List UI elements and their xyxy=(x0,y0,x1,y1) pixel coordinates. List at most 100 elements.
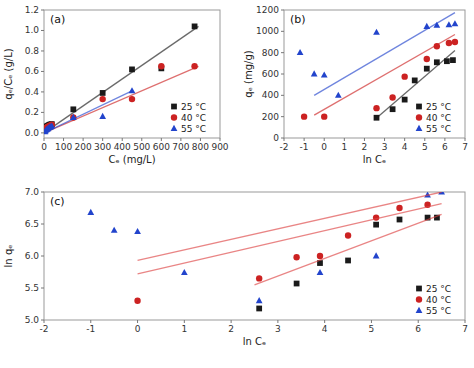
x-tick xyxy=(63,138,64,141)
y-tick-label: 6.5 xyxy=(25,219,39,229)
point xyxy=(294,281,300,287)
fit-line xyxy=(44,91,132,133)
plot-area xyxy=(87,192,445,311)
x-tick-label: 6 xyxy=(415,324,421,334)
x-tick-label: 900 xyxy=(211,142,228,152)
x-tick-label: -2 xyxy=(280,142,289,152)
x-tick xyxy=(324,320,325,323)
y-tick-label: 0.6 xyxy=(25,66,40,76)
y-tick-label: 0.0 xyxy=(25,128,40,138)
y-tick-label: 200 xyxy=(262,112,279,122)
point xyxy=(134,228,141,234)
x-tick-label: 0 xyxy=(135,324,141,334)
panel-label: (b) xyxy=(290,13,306,26)
panel: -2-101234567020040060080010001200ln Cₑqₑ… xyxy=(243,5,468,165)
point xyxy=(317,269,324,275)
x-tick xyxy=(344,138,345,141)
y-tick-label: 1200 xyxy=(256,5,279,15)
y-tick-label: 6.0 xyxy=(25,251,40,261)
legend-label: 55 °C xyxy=(426,124,451,134)
x-axis-label: ln Cₑ xyxy=(243,336,266,347)
point xyxy=(317,253,323,259)
x-tick xyxy=(465,320,466,323)
y-tick xyxy=(41,91,44,92)
x-tick-label: 2 xyxy=(228,324,234,334)
y-axis-label: qₑ/Cₑ (g/L) xyxy=(3,48,14,99)
point xyxy=(301,113,307,119)
x-tick-label: 7 xyxy=(462,324,468,334)
scatter-series xyxy=(87,192,445,303)
x-tick-label: 6 xyxy=(442,142,448,152)
point xyxy=(87,209,94,215)
point xyxy=(297,49,304,55)
scatter-series xyxy=(297,20,459,98)
y-tick xyxy=(41,256,44,257)
y-tick-label: 400 xyxy=(262,90,279,100)
panel-label: (a) xyxy=(50,13,65,26)
x-tick-label: 3 xyxy=(275,324,281,334)
scatter-series xyxy=(374,57,456,120)
fit-line xyxy=(44,26,198,132)
x-tick-label: 1 xyxy=(181,324,187,334)
point xyxy=(111,227,118,233)
legend: 25 °C40 °C55 °C xyxy=(416,102,451,134)
x-tick xyxy=(324,138,325,141)
x-tick-label: 0 xyxy=(41,142,47,152)
x-tick xyxy=(371,320,372,323)
scatter-series xyxy=(301,39,458,120)
plot-frame xyxy=(44,192,465,320)
y-tick xyxy=(41,10,44,11)
y-tick xyxy=(41,132,44,133)
y-axis-label: qₑ (mg/g) xyxy=(243,50,254,97)
x-tick xyxy=(231,320,232,323)
point xyxy=(311,70,318,76)
legend-label: 25 °C xyxy=(181,102,206,112)
x-tick-label: 0 xyxy=(321,142,327,152)
plot-area xyxy=(44,24,198,135)
fit-line xyxy=(138,192,442,260)
y-tick xyxy=(281,138,284,139)
x-tick xyxy=(102,138,103,141)
y-tick xyxy=(41,320,44,321)
point xyxy=(293,254,299,260)
x-tick xyxy=(304,138,305,141)
point xyxy=(401,73,407,79)
legend-marker xyxy=(416,125,423,131)
x-tick xyxy=(384,138,385,141)
point xyxy=(181,269,188,275)
x-tick xyxy=(220,138,221,141)
x-tick-label: 600 xyxy=(153,142,170,152)
point xyxy=(158,63,164,69)
point xyxy=(335,92,342,98)
point xyxy=(402,97,408,103)
x-tick xyxy=(83,138,84,141)
point xyxy=(256,297,263,303)
legend-marker xyxy=(416,286,422,292)
x-tick-label: 200 xyxy=(75,142,92,152)
x-tick-label: 300 xyxy=(94,142,111,152)
y-tick xyxy=(281,31,284,32)
y-tick xyxy=(281,52,284,53)
point xyxy=(373,29,380,35)
y-tick xyxy=(41,112,44,113)
scatter-series xyxy=(44,87,135,134)
point xyxy=(396,205,402,211)
point xyxy=(345,232,351,238)
x-tick-label: 2 xyxy=(362,142,368,152)
x-tick xyxy=(161,138,162,141)
legend-label: 40 °C xyxy=(181,113,206,123)
x-tick xyxy=(184,320,185,323)
point xyxy=(373,252,380,258)
x-axis-label: Cₑ (mg/L) xyxy=(108,154,155,165)
legend-marker xyxy=(171,125,178,131)
point xyxy=(412,78,418,84)
x-tick xyxy=(90,320,91,323)
x-tick xyxy=(200,138,201,141)
scatter-series xyxy=(44,63,198,132)
x-tick-label: 700 xyxy=(172,142,189,152)
fit-line xyxy=(314,13,455,96)
legend-label: 40 °C xyxy=(426,295,451,305)
legend-marker xyxy=(171,114,177,120)
y-tick-label: 1000 xyxy=(256,26,279,36)
point xyxy=(321,71,328,77)
